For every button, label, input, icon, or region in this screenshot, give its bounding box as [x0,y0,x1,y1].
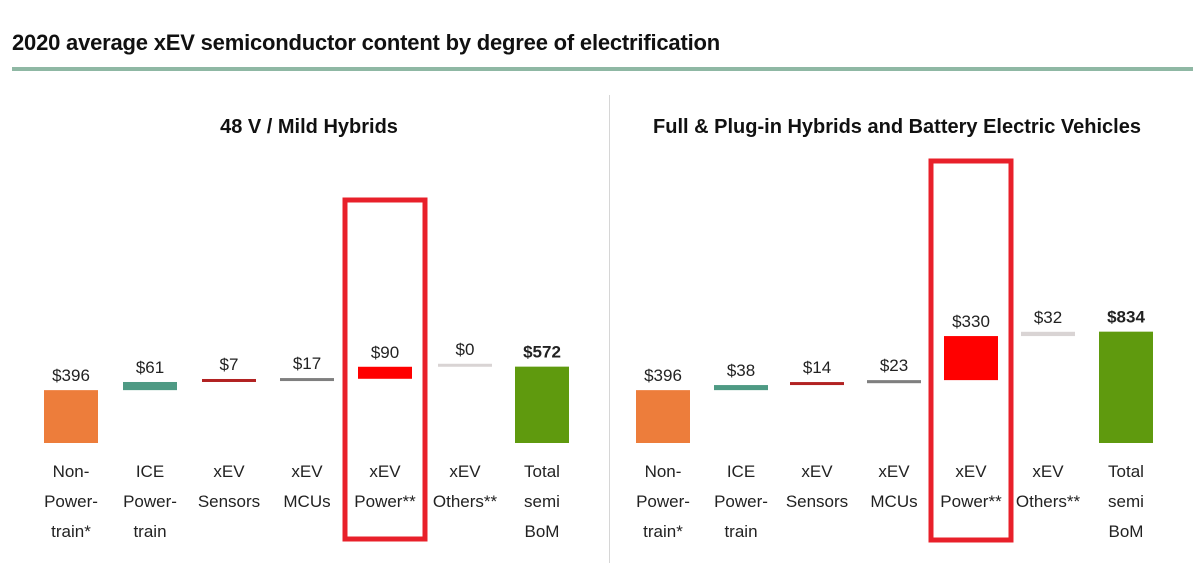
mild-bar-ice-powertrain [123,381,177,391]
mild-bar-xev-power [358,366,412,379]
mild-category-label-xev-power: xEV Power** [354,462,416,511]
panel-divider [609,95,610,563]
full-value-label-xev-others: $32 [1034,308,1062,327]
mild-bar-xev-others [438,363,492,367]
full-value-label-xev-mcus: $23 [880,356,908,375]
mild-category-label-ice-powertrain: ICE Power-train [123,462,177,541]
full-bar-total-semi-bom [1099,331,1153,443]
mild-category-label-xev-mcus: xEV MCUs [283,462,330,511]
chart-title-mild-hybrids: 48 V / Mild Hybrids [220,116,398,138]
full-category-label-xev-sensors: xEV Sensors [786,462,848,511]
full-value-label-non-powertrain: $396 [644,366,682,385]
mild-category-label-xev-others: xEV Others** [433,462,498,511]
mild-value-label-xev-others: $0 [456,340,475,359]
full-bar-ice-powertrain [714,385,768,391]
full-bar-xev-power [944,336,998,381]
full-category-label-total-semi-bom: Total semi BoM [1108,462,1144,541]
mild-bar-total-semi-bom [515,366,569,443]
page-title: 2020 average xEV semiconductor content b… [12,30,720,55]
title-rule [12,67,1193,71]
full-bar-xev-mcus [867,380,921,384]
full-value-label-total-semi-bom: $834 [1107,308,1145,327]
full-category-label-non-powertrain: Non-Power-train* [636,462,690,541]
full-category-label-xev-mcus: xEV MCUs [870,462,917,511]
mild-category-label-total-semi-bom: Total semi BoM [524,462,560,541]
mild-value-label-xev-sensors: $7 [220,355,239,374]
mild-value-label-ice-powertrain: $61 [136,358,164,377]
mild-category-label-non-powertrain: Non-Power-train* [44,462,98,541]
full-bar-non-powertrain [636,390,690,443]
mild-bar-xev-sensors [202,378,256,382]
mild-value-label-total-semi-bom: $572 [523,343,561,362]
mild-category-label-xev-sensors: xEV Sensors [198,462,260,511]
full-value-label-xev-power: $330 [952,312,990,331]
full-category-label-ice-powertrain: ICE Power-train [714,462,768,541]
mild-value-label-xev-power: $90 [371,343,399,362]
full-highlight-box-xev-power [928,158,1014,543]
full-bar-xev-others [1021,331,1075,337]
full-category-label-xev-others: xEV Others** [1016,462,1081,511]
chart-mild-hybrids: $396 Non-Power-train* $61 ICE Power-train $7 x… [44,197,569,542]
mild-value-label-xev-mcus: $17 [293,354,321,373]
full-category-label-xev-power: xEV Power** [940,462,1002,511]
mild-value-label-non-powertrain: $396 [52,366,90,385]
full-value-label-ice-powertrain: $38 [727,361,755,380]
full-bar-xev-sensors [790,382,844,386]
full-value-label-xev-sensors: $14 [803,358,831,377]
mild-highlight-box-xev-power [342,197,428,542]
mild-bar-xev-mcus [280,378,334,382]
mild-bar-non-powertrain [44,390,98,443]
chart-title-full-hybrids-bev: Full & Plug-in Hybrids and Battery Elect… [653,116,1141,138]
